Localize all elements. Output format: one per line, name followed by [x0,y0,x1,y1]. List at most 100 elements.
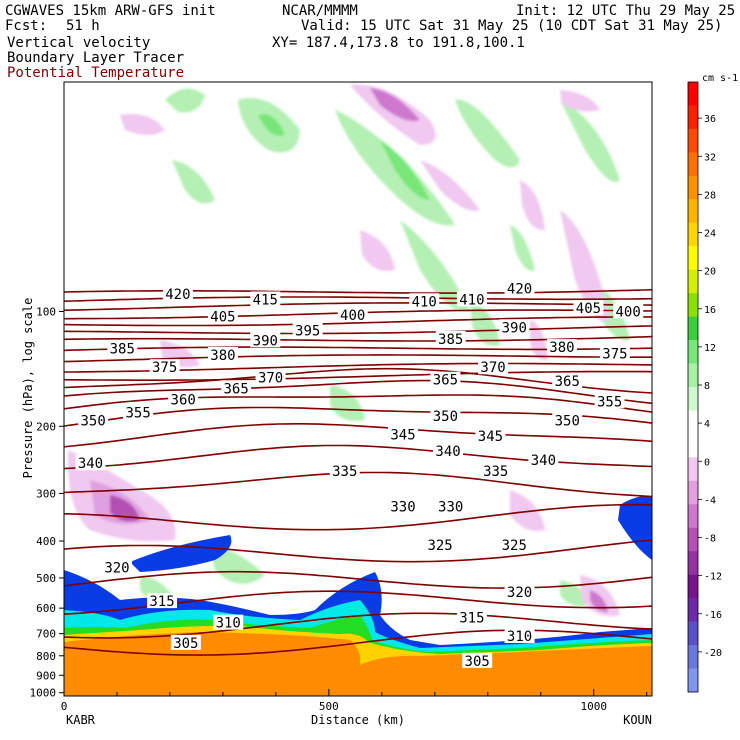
contour-label-400: 400 [340,308,365,324]
contour-label-310: 310 [507,629,532,645]
contour-label-405: 405 [210,309,235,325]
theta-line-410 [64,302,652,311]
tracer-orange [64,632,652,696]
contour-label-360: 360 [171,392,196,408]
contour-label-375: 375 [152,360,177,376]
colorbar-swatch [688,363,698,388]
contour-label-325: 325 [427,538,452,554]
colorbar-swatch [688,269,698,294]
contour-label-bg [552,372,583,388]
colorbar-label: 16 [704,305,716,316]
contour-label-bg [480,462,511,478]
colorbar-swatch [688,246,698,270]
contour-label-345: 345 [478,429,503,445]
contour-label-bg [462,652,493,668]
w-down-region [520,180,545,231]
right-endpoint: KOUN [623,713,652,727]
colorbar-label: 8 [704,381,710,392]
contour-label-335: 335 [332,464,357,480]
colorbar-label: 0 [704,457,710,468]
y-tick-label: 900 [36,669,56,682]
colorbar-label: -20 [704,648,722,659]
theta-line-310 [64,612,652,639]
colorbar-swatch [688,387,698,411]
y-axis-label: Pressure (hPa), log scale [21,298,35,479]
tracer-blue-upper-left [130,535,232,572]
w-up-region [380,140,430,200]
w-up-region [330,385,365,421]
contour-label-bg [594,393,625,409]
colorbar-swatch [688,433,698,458]
contour-label-320: 320 [507,585,532,601]
contour-label-bg [613,303,644,319]
colorbar-label: 20 [704,267,716,278]
contour-label-305: 305 [173,636,198,652]
contour-label-340: 340 [435,444,460,460]
contour-label-bg [123,404,154,420]
y-tick-label: 300 [36,487,56,500]
contour-label-330: 330 [390,500,415,516]
contour-label-bg [456,291,487,307]
contour-label-bg [207,308,238,324]
y-tick-label: 200 [36,420,56,433]
w-up-region [560,100,620,182]
w-down-region [560,90,600,112]
contour-label-bg [433,442,464,458]
contour-label-370: 370 [258,371,283,387]
colorbar-swatch [688,457,698,482]
contour-label-405: 405 [576,301,601,317]
colorbar-label: 4 [704,419,710,430]
w-down-region [120,114,165,135]
init-time: Init: 12 UTC Thu 29 May 25 [516,3,736,19]
contour-label-bg [599,345,630,361]
contour-label-375: 375 [602,347,627,363]
contour-label-bg [430,371,461,387]
contour-label-bg [221,380,252,396]
contour-label-310: 310 [216,616,241,632]
colorbar-label: 12 [704,343,716,354]
w-down-region [370,88,420,121]
contour-label-355: 355 [126,405,151,421]
contour-label-bg [475,427,506,443]
x-axis: 0 500 1000 [61,689,648,713]
contour-label-350: 350 [80,413,105,429]
colorbar-swatch [688,128,698,153]
w-down-region [560,210,610,322]
colorbar-label: 24 [704,229,716,240]
colorbar-label: -4 [704,495,716,506]
contour-label-415: 415 [253,292,278,308]
colorbar-label: 32 [704,152,716,163]
contour-label-305: 305 [465,654,490,670]
contour-label-350: 350 [555,413,580,429]
x-axis-label: Distance (km) [311,713,405,727]
theta-line-415 [64,296,652,302]
contour-label-bg [337,306,368,322]
contour-label-340: 340 [531,453,556,469]
theta-line-355 [64,394,652,413]
forecast-label: Fcst: [5,18,48,34]
contour-label-320: 320 [104,561,129,577]
contour-label-bg [456,609,487,625]
w-up-region [400,220,470,312]
contour-label-365: 365 [555,374,580,390]
contour-label-bg [435,498,466,514]
y-tick-label: 700 [36,628,56,641]
colorbar-swatch [688,598,698,622]
y-tick-label: 800 [36,650,56,663]
contour-label-350: 350 [433,409,458,425]
colorbar-swatch [688,504,698,529]
contour-label-bg [546,339,577,355]
theta-line-395 [64,325,652,335]
contour-label-bg [213,614,244,630]
valid-time: Valid: 15 UTC Sat 31 May 25 (10 CDT Sat … [301,18,723,34]
plot-frame [63,81,653,697]
colorbar-label: 36 [704,114,716,125]
colorbar-swatch [688,222,698,247]
colorbar-swatch [688,293,698,317]
theta-line-330 [64,503,652,531]
contour-label-420: 420 [165,287,190,303]
y-tick-label: 400 [36,535,56,548]
colorbar-units: cm s-1 [702,73,738,84]
contour-label-bg [552,412,583,428]
